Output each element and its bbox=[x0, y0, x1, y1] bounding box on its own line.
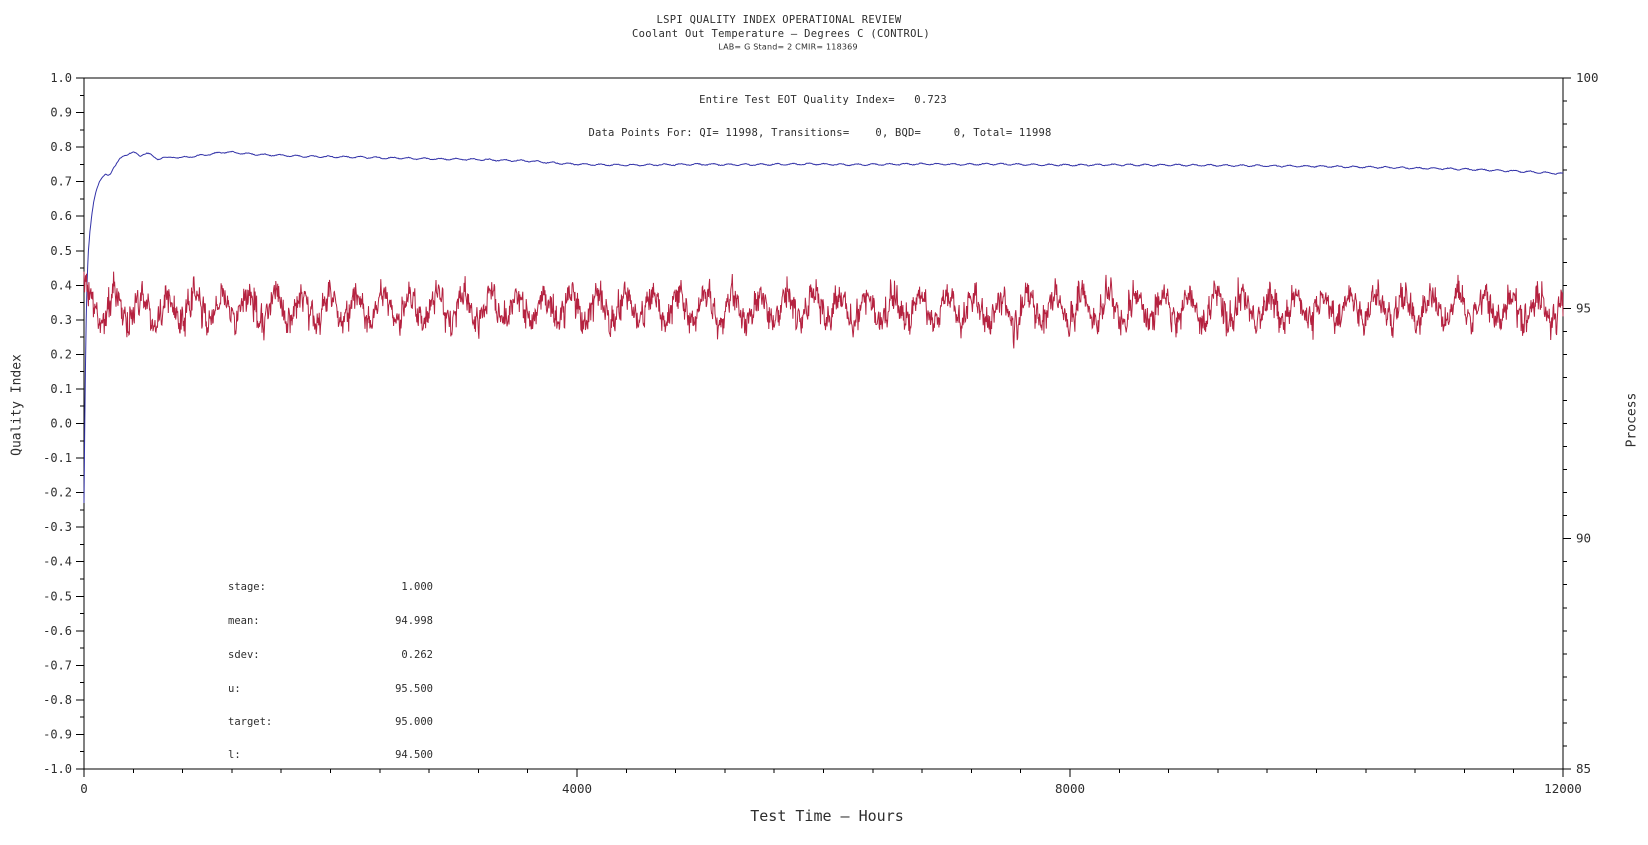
stat-value-u: 95.500 bbox=[395, 683, 433, 695]
svg-text:0.0: 0.0 bbox=[50, 417, 72, 431]
svg-text:0.2: 0.2 bbox=[50, 347, 72, 361]
svg-text:8000: 8000 bbox=[1055, 781, 1085, 796]
svg-text:95: 95 bbox=[1576, 300, 1591, 315]
stat-label-u: u: bbox=[228, 683, 241, 695]
svg-text:0.4: 0.4 bbox=[50, 278, 72, 292]
chart-title-line1: LSPI QUALITY INDEX OPERATIONAL REVIEW bbox=[656, 14, 902, 26]
svg-text:0.5: 0.5 bbox=[50, 244, 72, 258]
x-axis-title: Test Time — Hours bbox=[750, 807, 904, 825]
y-left-axis-title: Quality Index bbox=[9, 354, 25, 456]
svg-text:0.9: 0.9 bbox=[50, 106, 72, 120]
stat-value-sdev: 0.262 bbox=[401, 649, 433, 661]
svg-text:12000: 12000 bbox=[1544, 781, 1582, 796]
svg-text:-0.5: -0.5 bbox=[43, 589, 72, 603]
svg-text:4000: 4000 bbox=[562, 781, 592, 796]
svg-text:-0.8: -0.8 bbox=[43, 693, 72, 707]
svg-text:85: 85 bbox=[1576, 761, 1591, 776]
stat-value-l: 94.500 bbox=[395, 749, 433, 761]
svg-text:-0.4: -0.4 bbox=[43, 555, 72, 569]
svg-text:90: 90 bbox=[1576, 531, 1591, 546]
stat-value-target: 95.000 bbox=[395, 716, 433, 728]
svg-text:0.3: 0.3 bbox=[50, 313, 72, 327]
stat-label-stage: stage: bbox=[228, 581, 266, 593]
svg-text:0.7: 0.7 bbox=[50, 175, 72, 189]
eot-quality-index-annotation: Entire Test EOT Quality Index= 0.723 bbox=[699, 94, 947, 106]
svg-text:-0.7: -0.7 bbox=[43, 658, 72, 672]
svg-text:0: 0 bbox=[80, 781, 88, 796]
chart-title-line2: Coolant Out Temperature — Degrees C (CON… bbox=[632, 28, 930, 40]
svg-text:100: 100 bbox=[1576, 70, 1599, 85]
svg-text:-0.9: -0.9 bbox=[43, 727, 72, 741]
svg-text:0.8: 0.8 bbox=[50, 140, 72, 154]
svg-text:-1.0: -1.0 bbox=[43, 762, 72, 776]
svg-text:0.6: 0.6 bbox=[50, 209, 72, 223]
stat-label-sdev: sdev: bbox=[228, 649, 260, 661]
stat-value-stage: 1.000 bbox=[401, 581, 433, 593]
svg-text:0.1: 0.1 bbox=[50, 382, 72, 396]
data-points-annotation: Data Points For: QI= 11998, Transitions=… bbox=[588, 127, 1052, 139]
svg-text:-0.3: -0.3 bbox=[43, 520, 72, 534]
svg-text:-0.1: -0.1 bbox=[43, 451, 72, 465]
stat-label-target: target: bbox=[228, 716, 273, 728]
svg-text:-0.2: -0.2 bbox=[43, 486, 72, 500]
y-right-axis-title: Process bbox=[1624, 392, 1640, 448]
stat-value-mean: 94.998 bbox=[395, 615, 433, 627]
chart-title-line3: LAB= G Stand= 2 CMIR= 118369 bbox=[718, 42, 858, 52]
svg-text:-0.6: -0.6 bbox=[43, 624, 72, 638]
svg-text:1.0: 1.0 bbox=[50, 71, 72, 85]
stat-label-l: l: bbox=[228, 749, 241, 761]
stat-label-mean: mean: bbox=[228, 615, 260, 627]
